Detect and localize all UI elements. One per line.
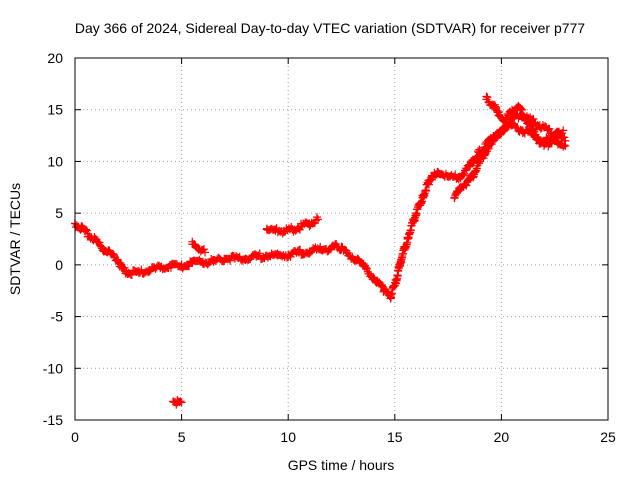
y-tick-label: -15 — [43, 412, 63, 428]
data-marker — [377, 281, 386, 290]
x-tick-label: 20 — [494, 429, 510, 445]
series-track-b — [450, 109, 570, 203]
data-marker — [558, 129, 567, 138]
data-marker — [516, 104, 525, 113]
data-marker — [545, 124, 554, 133]
data-marker — [127, 270, 136, 279]
data-marker — [145, 267, 154, 276]
data-marker — [109, 249, 118, 258]
data-marker — [459, 171, 468, 180]
data-marker — [362, 263, 371, 272]
y-tick-label: 5 — [55, 205, 63, 221]
data-marker — [482, 92, 491, 101]
data-marker — [517, 105, 526, 114]
plot-frame — [74, 57, 609, 421]
data-marker — [503, 122, 512, 131]
data-marker — [531, 131, 540, 140]
data-marker — [489, 134, 498, 143]
data-marker — [198, 245, 207, 254]
series-track-d — [262, 213, 323, 238]
data-marker — [491, 102, 500, 111]
data-marker — [311, 216, 320, 225]
data-marker — [530, 127, 539, 136]
data-marker — [82, 226, 91, 235]
data-marker — [495, 107, 504, 116]
x-tick-label: 15 — [387, 429, 403, 445]
data-marker — [81, 225, 90, 234]
y-tick-label: 0 — [55, 257, 63, 273]
data-marker — [199, 245, 208, 254]
data-marker — [296, 245, 305, 254]
data-marker — [486, 139, 495, 148]
data-marker — [557, 130, 566, 139]
series-track-e — [188, 237, 210, 257]
data-marker — [497, 129, 506, 138]
data-marker — [529, 126, 538, 135]
x-tick-label: 25 — [600, 429, 616, 445]
data-marker — [118, 264, 127, 273]
data-marker — [185, 262, 194, 271]
y-tick-label: -10 — [43, 360, 63, 376]
x-tick-label: 0 — [71, 429, 79, 445]
data-marker — [286, 252, 295, 261]
data-marker — [518, 105, 527, 114]
data-marker — [176, 397, 185, 406]
y-axis-title: SDTVAR / TECUs — [7, 183, 23, 295]
chart-title: Day 366 of 2024, Sidereal Day-to-day VTE… — [75, 20, 585, 36]
tick-layer: 0 5 10 15 20 25 -15 -10 -5 0 5 10 15 20 — [43, 50, 616, 445]
data-marker — [424, 180, 433, 189]
y-tick-label: 15 — [47, 102, 63, 118]
data-marker — [549, 134, 558, 143]
data-layer — [71, 92, 570, 409]
data-marker — [529, 114, 538, 123]
x-tick-label: 10 — [280, 429, 296, 445]
data-marker — [312, 213, 321, 222]
data-marker — [342, 246, 351, 255]
data-marker — [226, 256, 235, 265]
x-tick-label: 5 — [178, 429, 186, 445]
data-marker — [97, 242, 106, 251]
y-tick-label: 20 — [47, 50, 63, 66]
data-marker — [175, 398, 184, 407]
data-marker — [502, 115, 511, 124]
data-marker — [460, 169, 469, 178]
y-tick-label: -5 — [51, 309, 64, 325]
data-marker — [533, 134, 542, 143]
data-marker — [483, 93, 492, 102]
x-axis-title: GPS time / hours — [288, 457, 395, 473]
data-marker — [255, 249, 264, 258]
data-marker — [425, 176, 434, 185]
series-track-c — [482, 92, 568, 151]
data-marker — [559, 142, 568, 151]
data-marker — [81, 227, 90, 236]
data-marker — [382, 287, 391, 296]
data-marker — [560, 141, 569, 150]
grid-layer — [75, 58, 608, 420]
series-track-f — [169, 395, 186, 409]
series-track-a — [71, 119, 570, 303]
data-marker — [120, 263, 129, 272]
data-marker — [462, 181, 471, 190]
y-tick-label: 10 — [47, 153, 63, 169]
